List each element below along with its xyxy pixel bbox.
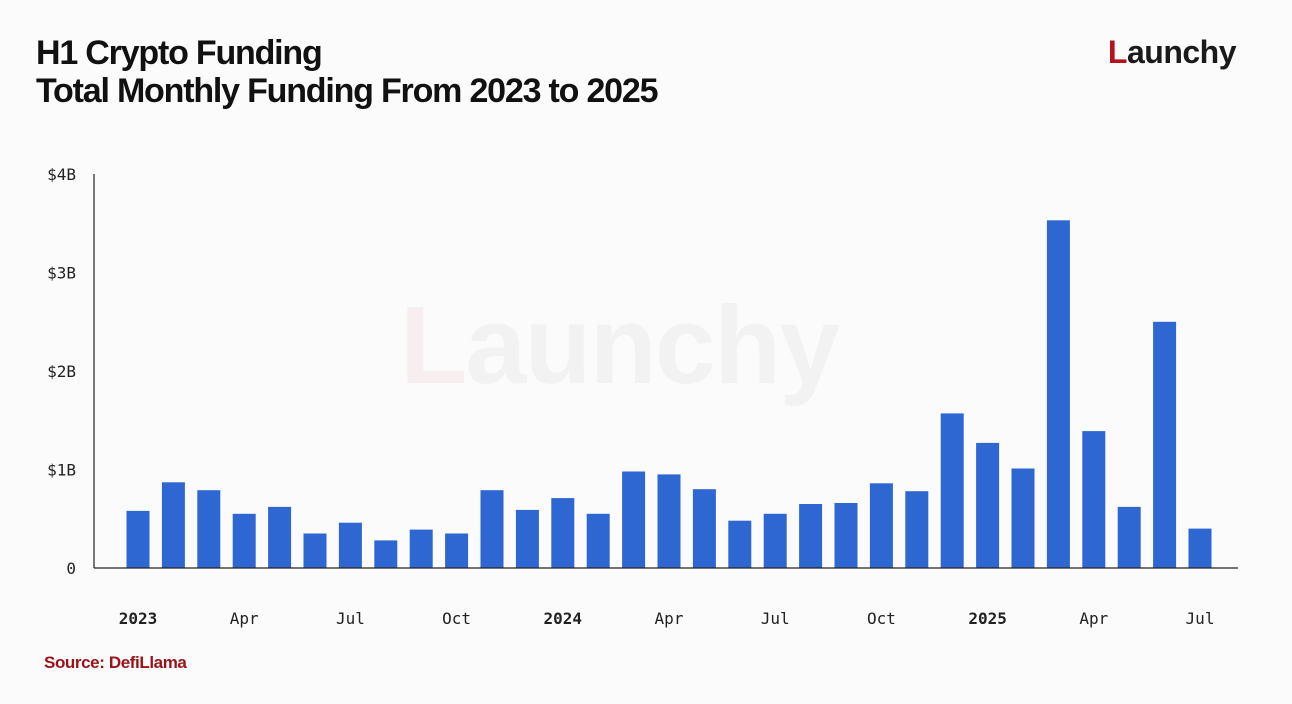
logo-rest: aunchy [1126,34,1237,70]
bar-2023-12 [515,509,539,568]
source-note: Source: DefiLlama [44,653,187,672]
x-tick-label: Oct [442,609,471,628]
bar-2023-04 [232,513,256,568]
bar-2024-06 [728,520,752,568]
bar-2025-05 [1117,506,1141,568]
bar-2023-11 [480,490,504,568]
y-tick-label: $2B [47,362,76,381]
bar-2024-03 [622,471,646,568]
bar-2024-01 [551,498,575,568]
bar-2025-06 [1153,321,1177,569]
x-tick-label: Apr [1079,609,1108,628]
x-tick-label: Apr [230,609,259,628]
x-tick-label: Jul [336,609,365,628]
bar-2023-02 [161,482,185,568]
x-tick-label: Jul [1186,609,1215,628]
bar-2023-05 [268,506,292,568]
bar-2024-02 [586,513,610,568]
bars-group [126,220,1212,569]
bar-2023-06 [303,533,327,568]
chart-title-block: H1 Crypto Funding Total Monthly Funding … [36,34,658,110]
launchy-watermark: Launchy [400,282,838,409]
bar-2024-10 [869,483,893,568]
bar-2023-03 [197,490,221,568]
bar-2025-07 [1188,528,1212,568]
x-tick-label: 2023 [119,609,158,628]
bar-2023-07 [338,522,362,568]
bar-2025-03 [1046,220,1070,569]
y-tick-labels: 0 $1B $2B $3B $4B [47,165,76,578]
bar-2023-10 [445,533,469,568]
bar-2023-09 [409,529,433,568]
x-tick-label: Apr [655,609,684,628]
bar-2023-08 [374,540,398,568]
y-tick-label: $4B [47,165,76,184]
x-tick-label: 2024 [544,609,583,628]
bar-2025-02 [1011,468,1035,568]
x-tick-label: Oct [867,609,896,628]
bar-2025-01 [976,442,1000,568]
y-tick-label: 0 [66,559,76,578]
bar-2024-11 [905,491,929,568]
axes-group [93,174,1238,569]
bar-2024-09 [834,503,858,568]
chart-title: H1 Crypto Funding [36,34,323,72]
logo-initial: L [1107,34,1128,70]
y-tick-label: $3B [47,264,76,283]
x-tick-labels: 2023 Apr Jul Oct 2024 Apr Jul Oct 2025 Apr Jul [119,609,1215,628]
watermark-initial: L [400,284,467,407]
bar-2024-07 [763,513,787,568]
bar-2023-01 [126,510,150,568]
x-tick-label: 2025 [968,609,1007,628]
x-tick-label: Jul [761,609,790,628]
bar-2024-08 [799,504,823,568]
bar-2024-12 [940,413,964,568]
bar-2025-04 [1082,431,1106,568]
chart-subtitle: Total Monthly Funding From 2023 to 2025 [36,72,658,110]
launchy-logo: Launchy [1107,34,1237,71]
bar-2024-05 [692,489,716,568]
bar-2024-04 [657,474,681,568]
y-tick-label: $1B [47,461,76,480]
